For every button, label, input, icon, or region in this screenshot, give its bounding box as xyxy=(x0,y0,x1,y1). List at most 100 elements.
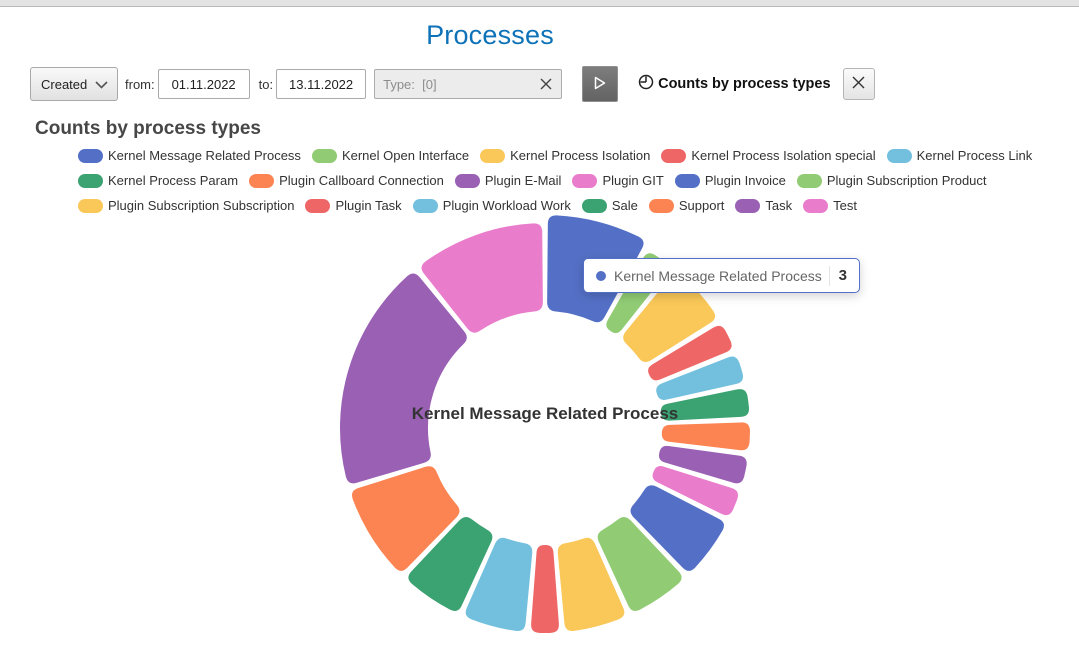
clear-type-icon[interactable] xyxy=(539,77,553,91)
legend-item-label: Plugin Subscription Subscription xyxy=(108,198,295,213)
donut-segment[interactable] xyxy=(555,535,627,634)
legend-item[interactable]: Plugin Subscription Subscription xyxy=(78,198,294,213)
legend-row: Kernel Message Related Process Kernel Ope… xyxy=(78,148,1038,163)
type-value: [0] xyxy=(422,76,437,92)
legend-item[interactable]: Kernel Process Param xyxy=(78,173,238,188)
legend-item[interactable]: Kernel Process Isolation special xyxy=(661,148,876,163)
section-heading: Counts by process types xyxy=(35,118,261,139)
legend-item[interactable]: Support xyxy=(648,198,725,213)
clock-icon xyxy=(638,74,654,95)
legend-item[interactable]: Plugin E-Mail xyxy=(454,173,562,188)
legend-item-label: Kernel Process Link xyxy=(916,148,1033,163)
legend-item-label: Plugin Callboard Connection xyxy=(279,173,444,188)
type-filter-field[interactable]: Type: [0] xyxy=(374,69,563,99)
legend-item-label: Task xyxy=(765,198,793,213)
donut-segment[interactable] xyxy=(419,221,545,335)
tooltip-label: Kernel Message Related Process xyxy=(614,267,822,284)
donut-segment[interactable] xyxy=(646,323,734,383)
tooltip-series-dot xyxy=(596,270,606,281)
legend-swatch xyxy=(249,173,275,188)
legend-swatch xyxy=(735,198,761,213)
legend-item-label: Plugin Invoice xyxy=(704,173,786,188)
legend-item-label: Plugin Workload Work xyxy=(442,198,571,213)
legend-swatch xyxy=(78,173,103,188)
legend-item[interactable]: Plugin Callboard Connection xyxy=(249,173,444,188)
legend-item[interactable]: Kernel Open Interface xyxy=(311,148,470,163)
donut-segment[interactable] xyxy=(463,535,535,634)
run-query-button[interactable] xyxy=(582,66,619,102)
donut-segment[interactable] xyxy=(656,443,749,486)
to-label: to: xyxy=(258,76,274,92)
filter-select[interactable]: Created xyxy=(30,67,118,101)
chart-legend: Kernel Message Related Process Kernel Ope… xyxy=(78,148,1038,223)
donut-segment[interactable] xyxy=(406,514,495,613)
legend-item[interactable]: Plugin Workload Work xyxy=(412,198,571,213)
legend-swatch xyxy=(78,148,103,163)
legend-item[interactable]: Kernel Message Related Process xyxy=(78,148,301,163)
legend-swatch xyxy=(480,148,506,163)
chart-center-label: Kernel Message Related Process xyxy=(411,404,679,423)
legend-item-label: Plugin E-Mail xyxy=(484,173,562,188)
legend-item[interactable]: Kernel Process Link xyxy=(886,148,1033,163)
filter-select-value: Created xyxy=(41,76,88,92)
tooltip-divider xyxy=(828,265,830,286)
from-date-input[interactable] xyxy=(157,69,250,99)
chart-tooltip: Kernel Message Related Process 3 xyxy=(583,258,860,293)
donut-segment[interactable] xyxy=(654,354,746,402)
legend-item-label: Plugin Subscription Product xyxy=(826,173,987,188)
legend-item[interactable]: Task xyxy=(735,198,792,213)
play-icon xyxy=(594,76,606,93)
legend-item-label: Plugin Task xyxy=(335,198,402,213)
legend-item-label: Kernel Process Isolation special xyxy=(691,148,876,163)
legend-swatch xyxy=(661,148,687,163)
legend-swatch xyxy=(674,173,700,188)
tooltip-value: 3 xyxy=(838,267,847,284)
legend-row: Plugin Subscription Subscription Plugin T… xyxy=(78,198,1038,213)
page-title: Processes xyxy=(426,20,554,50)
legend-row: Kernel Process Param Plugin Callboard Con… xyxy=(78,173,1038,188)
chart-toggle-label: Counts by process types xyxy=(658,76,831,92)
legend-swatch xyxy=(311,148,337,163)
legend-swatch xyxy=(572,173,598,188)
legend-item-label: Plugin GIT xyxy=(602,173,664,188)
close-panel-button[interactable] xyxy=(842,68,875,100)
legend-item[interactable]: Plugin Invoice xyxy=(674,173,786,188)
legend-item-label: Sale xyxy=(611,198,638,213)
legend-item-label: Support xyxy=(678,198,725,213)
legend-item-label: Test xyxy=(833,198,857,213)
type-label: Type: xyxy=(383,76,415,92)
donut-segment[interactable] xyxy=(628,483,726,573)
donut-segment[interactable] xyxy=(650,463,740,518)
legend-item[interactable]: Test xyxy=(803,198,857,213)
donut-segment[interactable] xyxy=(350,464,462,573)
donut-segment[interactable] xyxy=(659,420,752,453)
donut-segment[interactable] xyxy=(658,387,751,423)
legend-item[interactable]: Sale xyxy=(581,198,638,213)
legend-swatch xyxy=(581,198,607,213)
legend-swatch xyxy=(886,148,912,163)
donut-segment[interactable] xyxy=(338,271,469,486)
from-label: from: xyxy=(125,76,155,92)
legend-swatch xyxy=(412,198,438,213)
chevron-down-icon xyxy=(95,77,108,92)
legend-swatch xyxy=(796,173,822,188)
legend-item[interactable]: Kernel Process Isolation xyxy=(480,148,650,163)
legend-item-label: Kernel Open Interface xyxy=(341,148,470,163)
legend-item[interactable]: Plugin Task xyxy=(305,198,402,213)
legend-swatch xyxy=(454,173,480,188)
legend-item-label: Kernel Message Related Process xyxy=(108,148,301,163)
close-icon xyxy=(851,75,866,93)
legend-swatch xyxy=(803,198,829,213)
legend-item[interactable]: Plugin Subscription Product xyxy=(796,173,987,188)
legend-swatch xyxy=(305,198,331,213)
legend-swatch xyxy=(648,198,674,213)
legend-item[interactable]: Plugin GIT xyxy=(572,173,664,188)
chart-toggle[interactable]: Counts by process types xyxy=(638,74,831,95)
donut-segment[interactable] xyxy=(595,514,684,613)
legend-swatch xyxy=(78,198,103,213)
legend-item-label: Kernel Process Param xyxy=(108,173,239,188)
to-date-input[interactable] xyxy=(276,69,367,99)
toolbar: Created from: to: Type: [0] Counts by pr… xyxy=(30,66,875,102)
donut-segment[interactable] xyxy=(529,542,561,635)
